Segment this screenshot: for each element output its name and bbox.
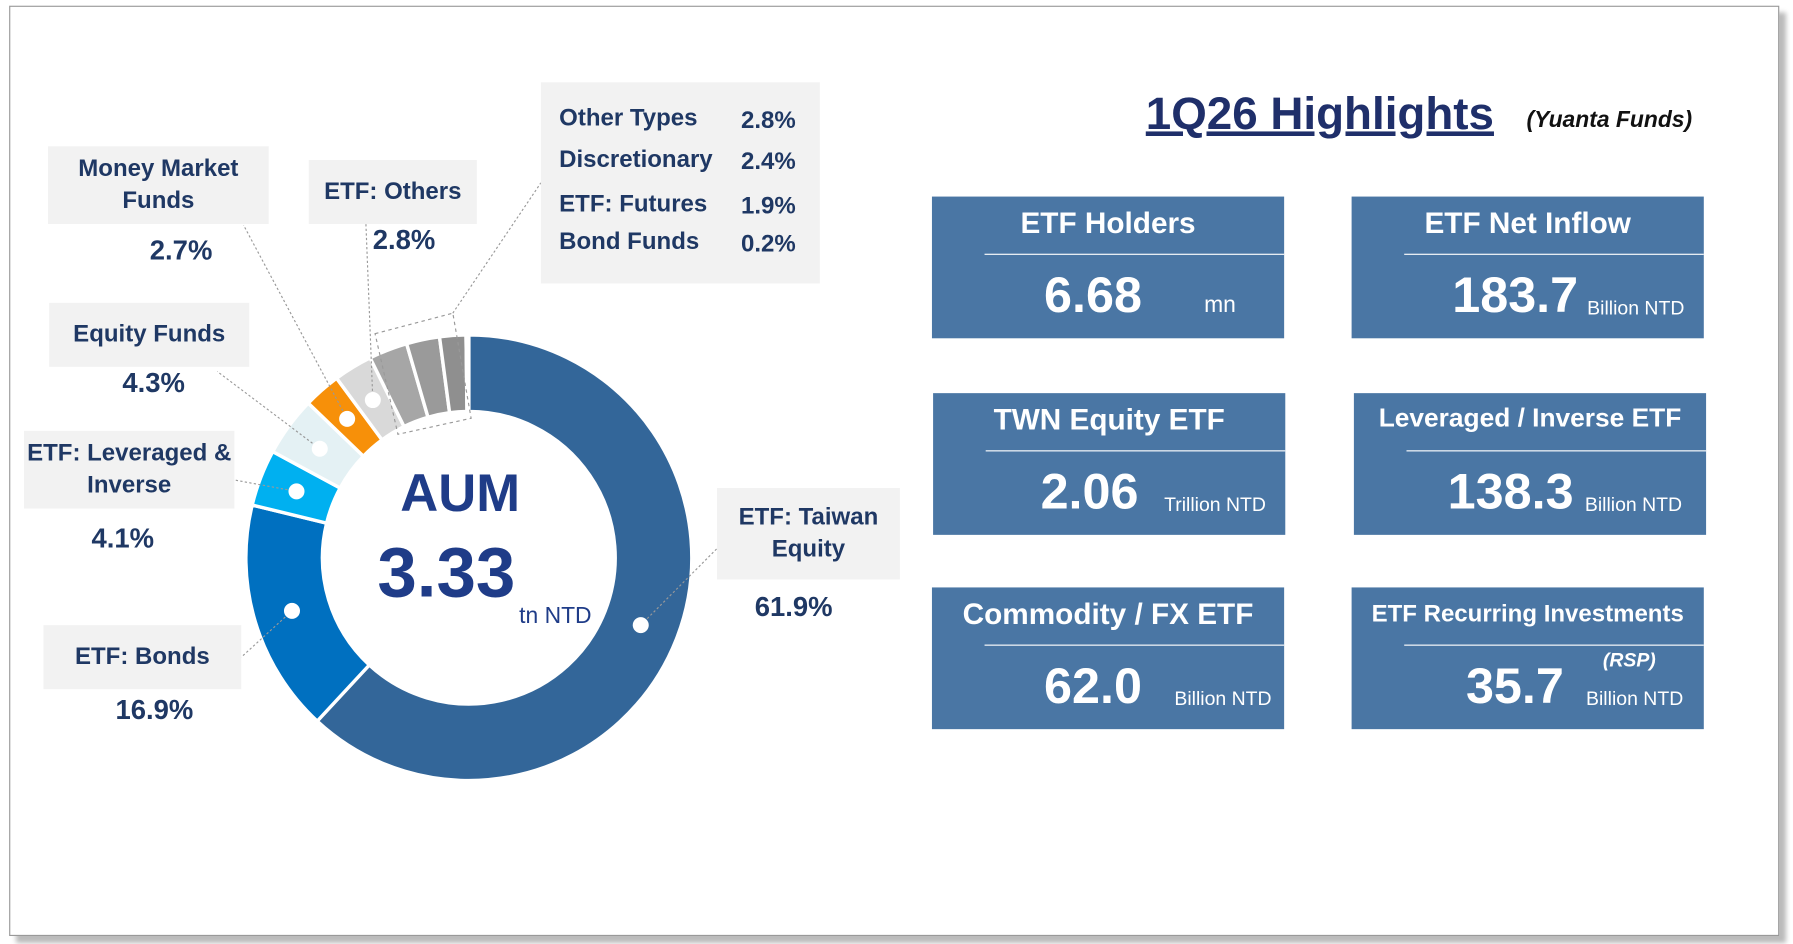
center-unit: tn NTD: [519, 603, 592, 629]
segment-dot: [283, 602, 300, 619]
card-title: Leveraged / Inverse ETF: [1378, 402, 1682, 433]
value-label: 0.2%: [740, 230, 796, 258]
highlight-card: TWN Equity ETF 2.06 Trillion NTD: [933, 393, 1286, 535]
highlights-title: 1Q26 Highlights: [1145, 89, 1494, 140]
card-divider: [1404, 644, 1704, 646]
card-divider: [1404, 253, 1704, 255]
card-value: 62.0: [1044, 658, 1142, 715]
leader-line: [216, 370, 321, 450]
center-value: 3.33: [377, 533, 516, 613]
highlight-card: Leveraged / Inverse ETF 138.3 Billion NTD: [1353, 393, 1707, 535]
segment-dot: [311, 440, 328, 457]
category-label: Other Types: [559, 105, 698, 132]
card-unit: mn: [1204, 292, 1236, 318]
card-divider: [985, 450, 1286, 452]
card-unit: Billion NTD: [1587, 297, 1685, 319]
card-title: ETF Net Inflow: [1424, 205, 1631, 241]
card-value: 2.06: [1040, 464, 1139, 521]
group-outline: [374, 312, 472, 435]
value-label: 61.9%: [754, 592, 833, 623]
leader-line: [365, 223, 374, 401]
card-title: TWN Equity ETF: [993, 402, 1225, 437]
card-divider: [1406, 450, 1707, 452]
highlight-card: ETF Holders 6.68 mn: [931, 196, 1285, 339]
card-unit: Trillion NTD: [1164, 493, 1266, 516]
category-label: ETF: Bonds: [43, 625, 242, 690]
category-label: ETF: Taiwan Equity: [716, 488, 900, 580]
segment-dot: [288, 483, 305, 500]
value-label: 2.7%: [149, 235, 213, 267]
category-label: Discretionary: [559, 146, 713, 173]
donut-segment: [464, 333, 471, 414]
highlight-card: ETF Recurring Investments 35.7 Billion NTD…: [1351, 587, 1704, 730]
donut-segment: [314, 333, 694, 783]
segment-dot: [364, 392, 381, 409]
card-title: ETF Holders: [1020, 205, 1196, 241]
category-label: ETF: Others: [308, 160, 477, 225]
card-value: 183.7: [1452, 267, 1579, 324]
value-label: 16.9%: [115, 694, 194, 726]
highlight-card: ETF Net Inflow 183.7 Billion NTD: [1351, 196, 1704, 339]
category-label: ETF: Leveraged & Inverse: [24, 430, 235, 509]
value-label: 2.8%: [740, 107, 796, 134]
center-title: AUM: [400, 462, 521, 523]
leader-line: [234, 479, 297, 492]
value-label: 2.8%: [372, 225, 436, 257]
category-label: ETF: Futures: [559, 190, 708, 218]
card-value: 35.7: [1465, 658, 1564, 715]
highlights-subtitle: (Yuanta Funds): [1526, 107, 1693, 133]
card-title: Commodity / FX ETF: [962, 596, 1254, 631]
value-label: 4.1%: [91, 523, 155, 555]
value-label: 4.3%: [122, 368, 185, 399]
leader-line: [452, 182, 542, 314]
category-label: Equity Funds: [49, 302, 250, 367]
card-title: ETF Recurring Investments: [1371, 601, 1684, 628]
card-value: 6.68: [1044, 267, 1142, 324]
card-unit: Billion NTD: [1174, 688, 1272, 710]
segment-dot: [632, 617, 649, 634]
highlight-card: Commodity / FX ETF 62.0 Billion NTD: [931, 587, 1285, 730]
category-label: Bond Funds: [559, 228, 700, 255]
value-label: 1.9%: [740, 193, 796, 220]
card-divider: [984, 644, 1285, 646]
card-divider: [984, 253, 1285, 255]
card-unit: Billion NTD: [1586, 688, 1684, 710]
card-unit: Billion NTD: [1584, 493, 1683, 516]
card-note: (RSP): [1602, 649, 1656, 671]
group-box: [540, 82, 820, 284]
card-value: 138.3: [1447, 464, 1574, 521]
segment-dot: [339, 410, 356, 427]
category-label: Money Market Funds: [48, 146, 269, 225]
value-label: 2.4%: [740, 148, 796, 175]
leader-line: [243, 224, 348, 420]
